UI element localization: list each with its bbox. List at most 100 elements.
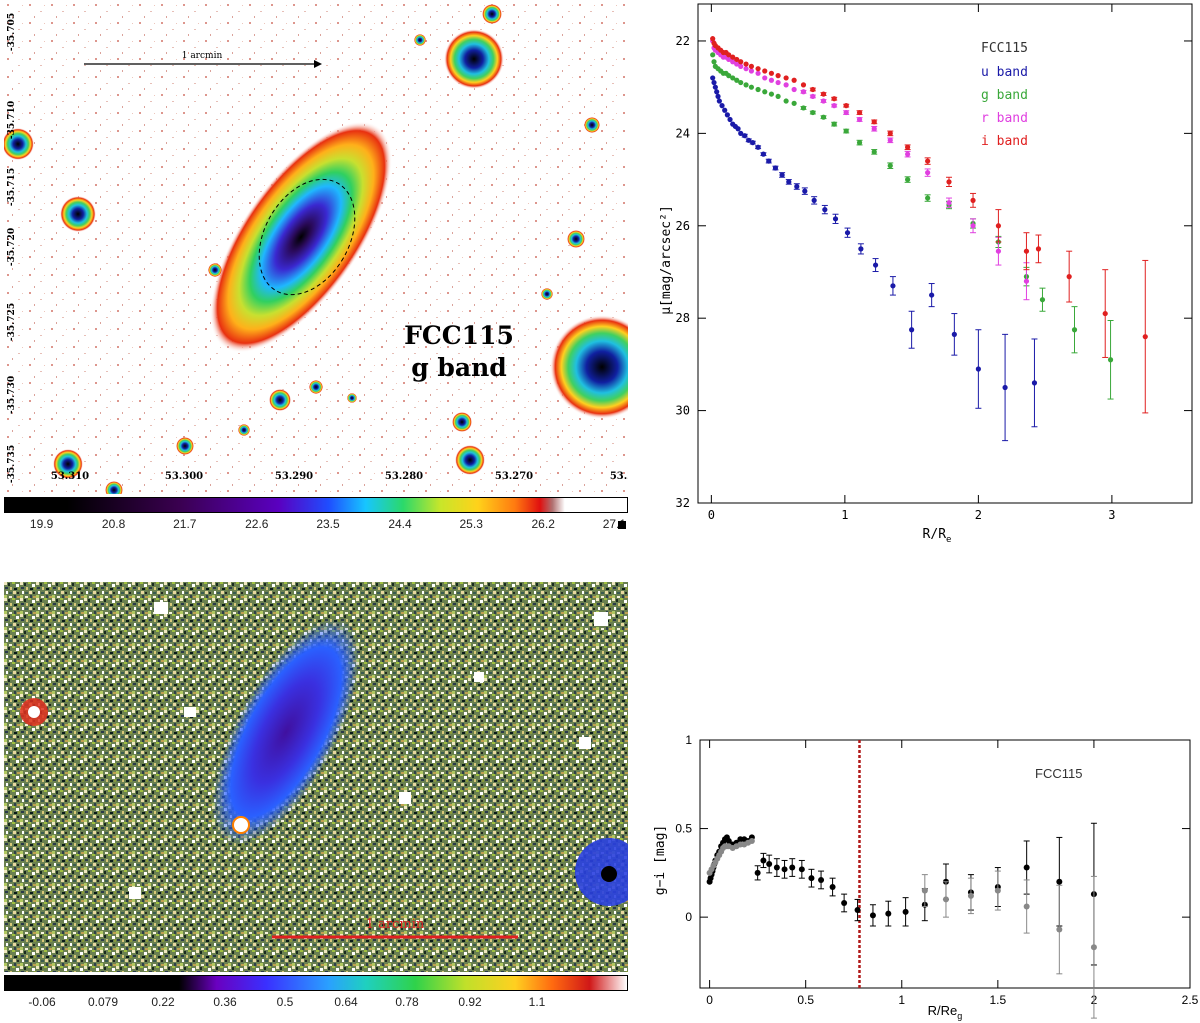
data-point <box>791 77 797 83</box>
data-point <box>929 292 935 298</box>
data-point <box>748 63 755 69</box>
color-map-image: 1 arcmin <box>4 582 628 972</box>
data-point <box>1023 248 1030 254</box>
data-point <box>1039 297 1046 303</box>
colorbar-tick-label: 26.2 <box>531 517 555 531</box>
data-point <box>755 66 761 72</box>
colorbar-tick-label: 20.8 <box>101 517 126 531</box>
colorbar-tick-label: 22.6 <box>245 517 269 531</box>
data-point <box>820 98 827 104</box>
data-point <box>768 77 775 83</box>
data-point <box>970 223 976 229</box>
dec-tick-label: -35.715 <box>7 168 17 206</box>
data-point <box>742 133 748 139</box>
series-black <box>706 822 1097 966</box>
data-point <box>1142 334 1148 340</box>
data-point <box>734 77 740 83</box>
series-u-band <box>710 75 1038 442</box>
data-point <box>794 183 800 190</box>
data-point <box>1031 380 1038 386</box>
data-point <box>869 912 876 919</box>
colorbar-tick-label: 0.22 <box>151 995 175 1009</box>
data-point <box>789 864 796 871</box>
data-point <box>843 109 849 116</box>
data-point <box>773 864 780 871</box>
data-point <box>791 86 797 93</box>
data-point <box>810 86 816 93</box>
gi-x-axis-label-sub: g <box>957 1011 962 1021</box>
data-point <box>831 121 837 127</box>
data-point <box>820 114 827 120</box>
data-point <box>762 75 768 81</box>
colorbar-tick-label: 19.9 <box>29 517 54 531</box>
x-tick-label: 1.5 <box>989 993 1006 1007</box>
data-point <box>715 93 721 100</box>
sb-x-axis-label: R/Re <box>923 527 952 545</box>
data-point <box>800 82 807 88</box>
data-point <box>843 128 849 134</box>
data-point <box>779 172 785 178</box>
data-point <box>994 887 1001 894</box>
image-title-band: g band <box>411 353 507 382</box>
data-point <box>748 84 755 90</box>
data-point <box>856 116 863 123</box>
data-point <box>946 179 952 185</box>
scale-bar-label: 1 arcmin <box>182 51 223 61</box>
data-point <box>810 93 816 100</box>
data-point <box>822 207 828 213</box>
dec-tick-label: -35.735 <box>7 445 17 483</box>
sb-legend-title: FCC115 <box>981 41 1028 56</box>
data-point <box>1002 384 1008 391</box>
data-point <box>1056 926 1063 933</box>
colorbar-tick-label: 0.64 <box>334 995 358 1009</box>
x-tick-label: 2.5 <box>1182 993 1199 1007</box>
ra-tick-label: 53.300 <box>165 471 203 482</box>
data-point <box>818 876 825 883</box>
data-point <box>730 75 736 81</box>
colorbar-tick-label: 0.079 <box>87 995 119 1009</box>
data-point <box>719 103 725 109</box>
dec-tick-label: -35.730 <box>7 376 17 414</box>
data-point <box>829 884 836 891</box>
colorbar-tick-label: -0.06 <box>28 995 56 1009</box>
data-point <box>726 52 732 58</box>
data-point <box>726 56 732 63</box>
data-point <box>762 89 768 95</box>
data-point <box>820 91 827 97</box>
x-tick-label: 1 <box>898 993 905 1007</box>
data-point <box>951 331 957 337</box>
color-index-colorbar <box>4 975 628 991</box>
colorbar-tick-label: 1.1 <box>528 995 546 1009</box>
data-point <box>967 892 974 899</box>
data-point <box>722 107 728 113</box>
data-point <box>762 68 768 74</box>
galaxy-color-region <box>212 619 360 845</box>
data-point <box>710 75 716 81</box>
sb-legend-i: i band <box>981 134 1028 149</box>
color-profile-chart: FCC115 g−i [mag] R/Reg 00.511.522.500.51 <box>653 733 1199 1021</box>
sb-y-axis-label: μ[mag/arcsec²] <box>659 205 674 315</box>
gi-x-axis-label: R/Reg <box>928 1003 963 1021</box>
data-point <box>871 119 877 125</box>
field-stars <box>4 4 628 494</box>
x-tick-label: 0 <box>708 508 715 522</box>
data-point <box>925 158 931 164</box>
data-point <box>887 163 893 169</box>
data-point <box>1107 357 1114 363</box>
plot-frame <box>697 3 1193 504</box>
colorbar-end-marker <box>618 521 626 529</box>
data-point <box>755 144 761 150</box>
data-point <box>871 126 877 132</box>
image-title-name: FCC115 <box>404 321 514 350</box>
data-point <box>942 896 949 903</box>
scale-bar-red-label: 1 arcmin <box>366 917 425 932</box>
colorbar-tick-label: 0.92 <box>458 995 482 1009</box>
data-point <box>783 82 789 88</box>
ra-tick-label: 53.290 <box>275 471 313 482</box>
dec-tick-label: -35.710 <box>7 101 17 139</box>
surface-brightness-profile-chart: FCC115 u band g band r band i band μ[mag… <box>659 3 1193 545</box>
data-point <box>810 109 816 116</box>
data-point <box>872 262 879 268</box>
y-tick-label: 0 <box>685 910 692 924</box>
data-point <box>738 79 744 86</box>
